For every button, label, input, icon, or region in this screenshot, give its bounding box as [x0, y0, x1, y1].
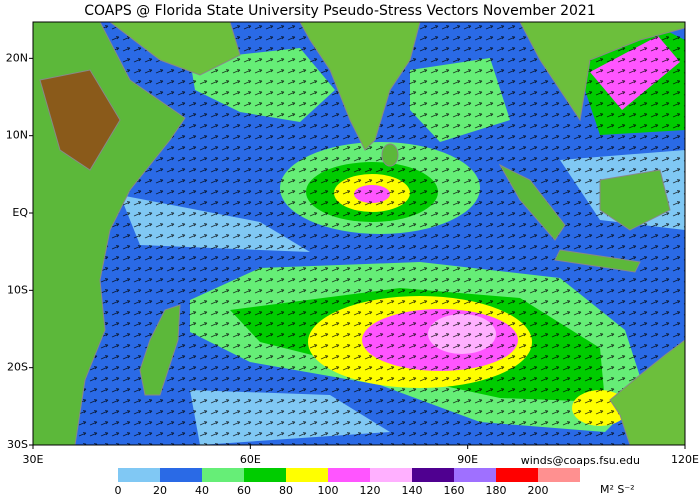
colorbar-segment — [244, 468, 286, 482]
x-tick-label: 30E — [23, 453, 44, 466]
y-tick-label: 20N — [6, 51, 28, 64]
colorbar-segment — [454, 468, 496, 482]
colorbar-segment — [118, 468, 160, 482]
colorbar-label: 0 — [115, 484, 122, 497]
land-srilanka — [381, 143, 399, 167]
colorbar-unit: M² S⁻² — [600, 483, 635, 496]
colorbar-segment — [286, 468, 328, 482]
land-madagascar — [139, 304, 181, 396]
map-title: COAPS @ Florida State University Pseudo-… — [84, 3, 596, 19]
colorbar-label: 200 — [528, 484, 549, 497]
land-india — [299, 22, 421, 151]
y-tick-label: 10N — [6, 129, 28, 142]
colorbar-label: 40 — [195, 484, 209, 497]
y-tick-label: EQ — [12, 206, 28, 219]
colorbar-label: 140 — [402, 484, 423, 497]
colorbar-label: 160 — [444, 484, 465, 497]
map-frame — [32, 21, 686, 446]
land-borneo — [599, 169, 671, 231]
land-java — [554, 249, 641, 273]
colorbar-label: 120 — [360, 484, 381, 497]
colorbar-label: 20 — [153, 484, 167, 497]
x-tick-label: 90E — [457, 453, 478, 466]
land-sumatra — [498, 163, 566, 241]
colorbar-segment — [538, 468, 580, 482]
colorbar-label: 60 — [237, 484, 251, 497]
colorbar-segment — [160, 468, 202, 482]
colorbar-segment — [328, 468, 370, 482]
land-arabia — [109, 22, 241, 76]
land-seasia — [519, 22, 685, 122]
x-tick-label: 60E — [240, 453, 261, 466]
credit: winds@coaps.fsu.edu — [521, 454, 640, 467]
land-australia — [609, 339, 685, 445]
x-tick-label: 120E — [671, 453, 699, 466]
y-tick-label: 20S — [7, 361, 28, 374]
colorbar-segment — [496, 468, 538, 482]
y-tick-label: 10S — [7, 283, 28, 296]
colorbar-label: 100 — [318, 484, 339, 497]
y-tick-label: 30S — [7, 438, 28, 451]
colorbar-segment — [370, 468, 412, 482]
colorbar-segment — [202, 468, 244, 482]
map-area — [33, 22, 685, 445]
colorbar-label: 180 — [486, 484, 507, 497]
land-highlands — [39, 69, 121, 171]
colorbar-label: 80 — [279, 484, 293, 497]
colorbar-segment — [412, 468, 454, 482]
